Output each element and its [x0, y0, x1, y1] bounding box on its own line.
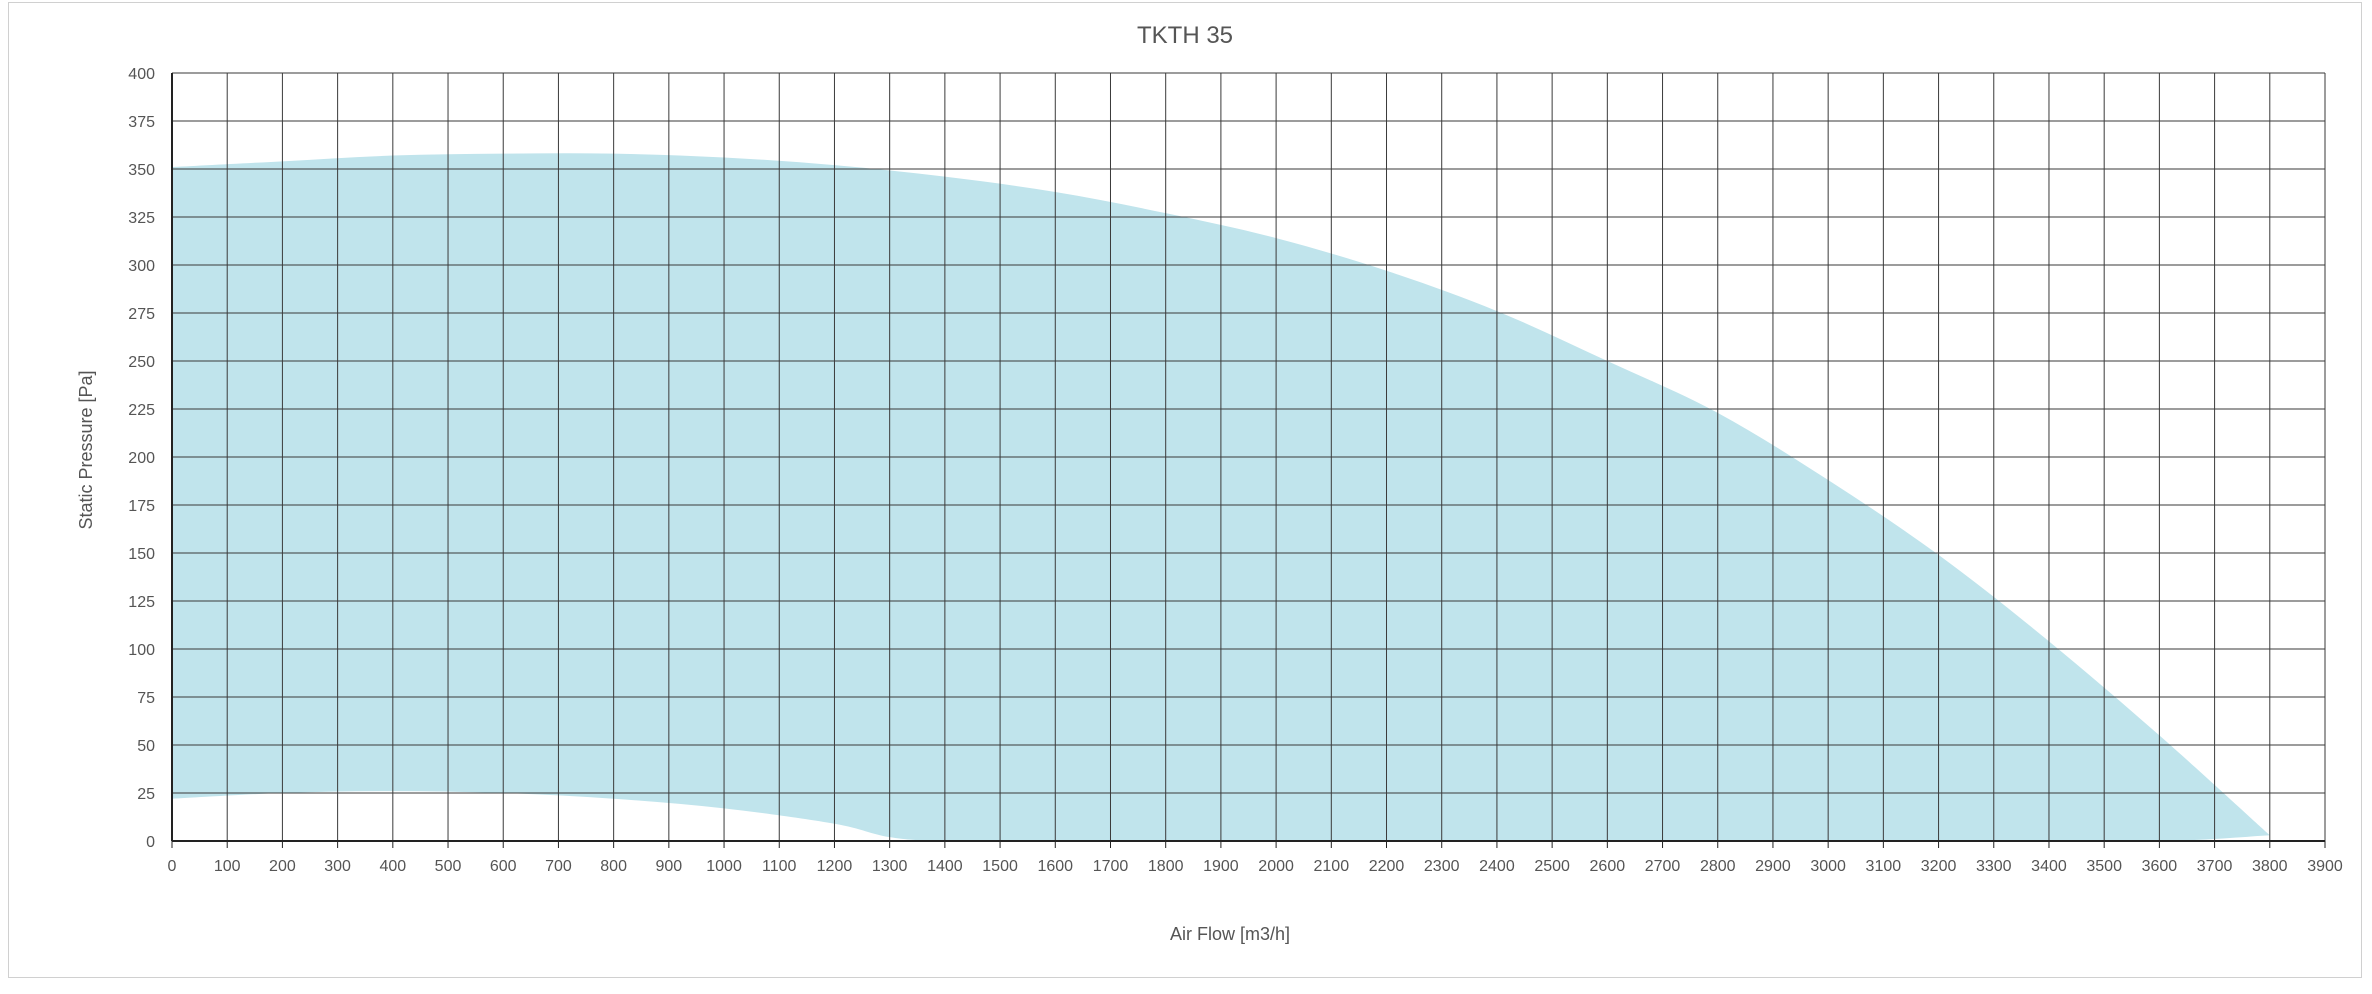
x-tick-label: 800 — [600, 858, 627, 875]
x-tick-label: 1400 — [927, 858, 963, 875]
y-tick-label: 325 — [128, 210, 155, 227]
x-tick-label: 2400 — [1479, 858, 1515, 875]
x-tick-label: 3800 — [2252, 858, 2288, 875]
x-tick-label: 3300 — [1976, 858, 2012, 875]
x-tick-label: 3200 — [1921, 858, 1957, 875]
x-tick-label: 200 — [269, 858, 296, 875]
x-tick-label: 3600 — [2142, 858, 2178, 875]
y-tick-label: 75 — [137, 690, 155, 707]
y-tick-label: 300 — [128, 258, 155, 275]
x-tick-label: 300 — [324, 858, 351, 875]
x-tick-label: 1800 — [1148, 858, 1184, 875]
x-tick-labels: 0 100 200 300 400 500 600 700 800 900 1000 1100 1200… — [168, 858, 2343, 875]
x-tick-label: 3700 — [2197, 858, 2233, 875]
x-tick-label: 2000 — [1258, 858, 1294, 875]
x-axis-title: Air Flow [m3/h] — [1170, 924, 1290, 944]
x-tick-label: 1600 — [1037, 858, 1073, 875]
x-tick-label: 2200 — [1369, 858, 1405, 875]
x-tick-label: 3000 — [1810, 858, 1846, 875]
axes — [171, 73, 2326, 848]
x-tick-label: 700 — [545, 858, 572, 875]
x-tick-label: 1200 — [817, 858, 853, 875]
x-tick-label: 2500 — [1534, 858, 1570, 875]
x-tick-label: 400 — [379, 858, 406, 875]
x-tick-label: 1100 — [762, 858, 797, 875]
x-tick-label: 1900 — [1203, 858, 1239, 875]
x-tick-label: 3900 — [2307, 858, 2343, 875]
x-tick-label: 2700 — [1645, 858, 1681, 875]
y-tick-label: 275 — [128, 306, 155, 323]
x-tick-label: 2600 — [1590, 858, 1626, 875]
x-tick-label: 2100 — [1314, 858, 1350, 875]
x-tick-label: 2300 — [1424, 858, 1460, 875]
y-axis-title: Static Pressure [Pa] — [76, 370, 96, 529]
x-tick-label: 2800 — [1700, 858, 1736, 875]
grid-lines — [171, 72, 2326, 842]
x-tick-label: 900 — [655, 858, 682, 875]
y-tick-label: 400 — [128, 66, 155, 83]
y-tick-labels: 0 25 50 75 100 125 150 175 200 225 250 275 300 325 350… — [128, 66, 155, 851]
y-tick-label: 25 — [137, 786, 155, 803]
y-tick-label: 175 — [128, 498, 155, 515]
y-tick-label: 225 — [128, 402, 155, 419]
x-tick-label: 3400 — [2031, 858, 2067, 875]
y-tick-label: 150 — [128, 546, 155, 563]
x-tick-label: 100 — [214, 858, 241, 875]
y-tick-label: 250 — [128, 354, 155, 371]
x-tick-label: 1000 — [706, 858, 742, 875]
x-tick-label: 500 — [435, 858, 462, 875]
x-tick-label: 3500 — [2086, 858, 2122, 875]
y-tick-label: 125 — [128, 594, 155, 611]
plot-area — [171, 72, 2326, 848]
y-tick-label: 200 — [128, 450, 155, 467]
x-tick-label: 2900 — [1755, 858, 1791, 875]
y-tick-label: 0 — [146, 834, 155, 851]
x-tick-label: 0 — [168, 858, 177, 875]
y-tick-label: 375 — [128, 114, 155, 131]
y-tick-label: 350 — [128, 162, 155, 179]
y-tick-label: 50 — [137, 738, 155, 755]
x-tick-label: 1500 — [982, 858, 1018, 875]
y-tick-label: 100 — [128, 642, 155, 659]
x-tick-label: 1300 — [872, 858, 908, 875]
x-tick-label: 600 — [490, 858, 517, 875]
x-tick-label: 3100 — [1866, 858, 1902, 875]
x-tick-label: 1700 — [1093, 858, 1129, 875]
chart-title: TKTH 35 — [1137, 22, 1233, 49]
